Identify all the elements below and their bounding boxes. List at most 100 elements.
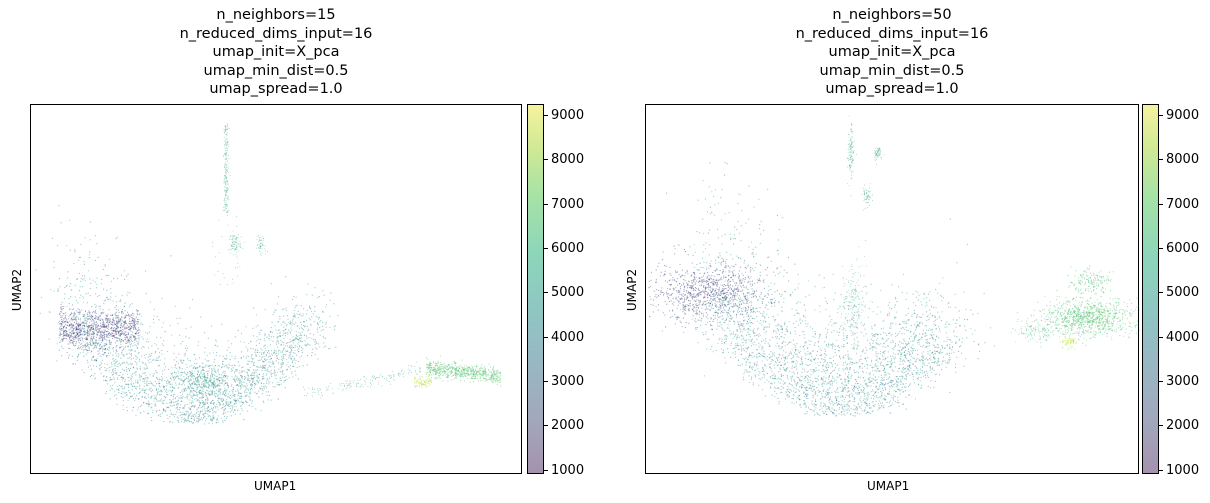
scatter-point: [135, 394, 138, 397]
scatter-point: [82, 316, 84, 318]
scatter-point: [144, 357, 146, 359]
scatter-point: [292, 342, 294, 344]
scatter-point: [210, 325, 213, 327]
scatter-point: [106, 336, 108, 338]
scatter-point: [225, 191, 227, 193]
scatter-point: [282, 350, 284, 352]
scatter-point: [147, 347, 150, 349]
scatter-point: [191, 374, 193, 376]
scatter-point: [180, 395, 182, 397]
scatter-point: [123, 388, 125, 390]
scatter-point: [236, 369, 238, 371]
scatter-point: [70, 322, 72, 324]
scatter-point: [150, 387, 152, 389]
scatter-point: [418, 378, 421, 380]
scatter-point: [147, 385, 149, 387]
scatter-point: [120, 396, 122, 398]
scatter-point: [208, 393, 211, 395]
scatter-point: [170, 401, 173, 403]
scatter-point: [78, 256, 80, 258]
scatter-point: [413, 379, 416, 381]
scatter-point: [226, 159, 228, 161]
scatter-point: [283, 373, 285, 375]
scatter-point: [149, 358, 151, 360]
scatter-point: [488, 363, 490, 365]
scatter-point: [439, 372, 441, 374]
scatter-point: [151, 406, 153, 408]
scatter-point: [275, 360, 277, 362]
scatter-point: [273, 352, 275, 354]
scatter-point: [123, 355, 125, 357]
scatter-point: [209, 409, 211, 411]
scatter-point: [269, 339, 271, 341]
scatter-point: [207, 410, 209, 412]
scatter-point: [298, 366, 300, 368]
scatter-point: [189, 372, 191, 374]
scatter-point: [122, 374, 124, 376]
scatter-point: [155, 397, 157, 399]
scatter-point: [457, 370, 459, 372]
scatter-point: [112, 317, 114, 319]
scatter-point: [91, 344, 93, 346]
scatter-point: [122, 388, 124, 390]
scatter-point: [83, 330, 85, 332]
scatter-point: [114, 365, 116, 367]
scatter-point: [295, 330, 297, 333]
scatter-point: [116, 365, 118, 367]
scatter-point: [119, 334, 121, 336]
scatter-point: [455, 377, 458, 379]
scatter-point: [83, 314, 86, 316]
scatter-point: [212, 417, 214, 420]
scatter-point: [393, 375, 395, 377]
scatter-point: [166, 406, 168, 408]
scatter-point: [128, 326, 130, 328]
scatter-point: [275, 309, 277, 311]
scatter-point: [184, 353, 186, 355]
scatter-point: [261, 353, 263, 355]
scatter-point: [131, 340, 134, 343]
scatter-point: [237, 398, 239, 400]
scatter-point: [425, 376, 427, 378]
scatter-point: [91, 358, 93, 360]
scatter-point: [115, 305, 117, 307]
scatter-point: [97, 295, 99, 298]
scatter-point: [67, 277, 69, 279]
scatter-point: [205, 382, 207, 384]
scatter-point: [237, 390, 239, 392]
scatter-point: [297, 351, 300, 353]
scatter-point: [290, 368, 292, 370]
scatter-point: [248, 404, 250, 407]
scatter-point: [232, 390, 234, 393]
scatter-point: [177, 409, 179, 411]
scatter-point: [196, 408, 198, 410]
scatter-point: [224, 127, 226, 128]
scatter-point: [86, 349, 88, 351]
scatter-point: [210, 379, 212, 381]
scatter-point: [451, 368, 454, 370]
scatter-point: [418, 369, 420, 371]
scatter-point: [212, 394, 214, 396]
scatter-point: [82, 327, 84, 329]
scatter-point: [192, 422, 194, 424]
scatter-point: [463, 371, 465, 373]
scatter-point: [142, 323, 144, 325]
scatter-point: [177, 323, 179, 325]
scatter-point: [134, 350, 136, 352]
scatter-point: [108, 355, 110, 357]
scatter-point: [154, 359, 156, 361]
scatter-point: [109, 379, 111, 381]
scatter-point: [224, 389, 226, 391]
scatter-point: [173, 404, 175, 406]
scatter-point: [265, 354, 268, 357]
scatter-point: [484, 378, 486, 380]
scatter-point: [83, 314, 85, 316]
scatter-point: [172, 372, 174, 374]
scatter-point: [253, 377, 255, 380]
scatter-point: [128, 318, 131, 320]
scatter-point: [223, 201, 225, 203]
scatter-point: [408, 365, 410, 366]
scatter-point: [135, 414, 137, 416]
scatter-point: [236, 399, 238, 401]
scatter-point: [125, 366, 127, 368]
scatter-point: [124, 346, 126, 348]
